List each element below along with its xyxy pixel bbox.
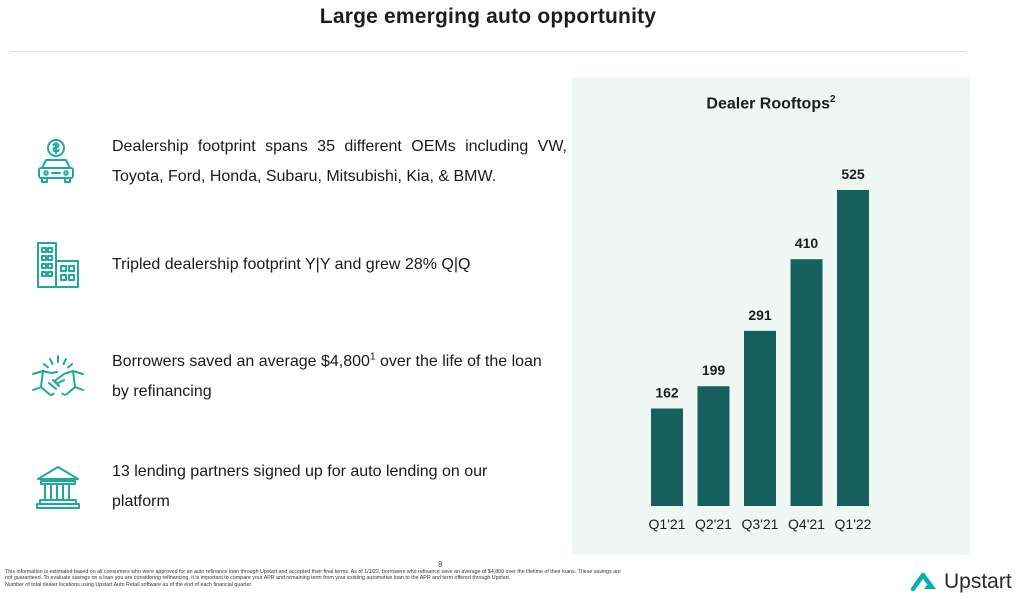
footnotes: This information is estimated based on a… (5, 569, 625, 588)
title-divider (10, 51, 966, 52)
chart-title-text: Dealer Rooftops (706, 95, 830, 113)
bank-icon (30, 459, 86, 515)
bar-Q1'22 (837, 190, 869, 506)
bullet-footprint: Tripled dealership footprint Y|Y and gre… (30, 237, 570, 293)
data-label-Q4'21: 410 (795, 235, 819, 251)
savings-text-tail: over the life of the loan by refinancing (112, 353, 542, 400)
dealer-rooftops-chart: Dealer Rooftops2 162 Q1'21 199 Q2'21 291 Q3'2… (572, 77, 970, 555)
bullet-text: Tripled dealership footprint Y|Y and gre… (112, 256, 471, 273)
bullet-text: Borrowers saved an average $4,8001 over … (112, 347, 552, 407)
brand-name: Upstart (944, 570, 1012, 593)
bullet-oems: Dealership footprint spans 35 different … (30, 132, 570, 192)
page-number: 8 (438, 560, 443, 569)
chart-title: Dealer Rooftops2 (572, 94, 970, 113)
bar-Q4'21 (790, 259, 823, 506)
upstart-logo-icon (911, 572, 936, 592)
data-label-Q2'21: 199 (702, 362, 726, 378)
x-tick-label: Q4'21 (788, 516, 825, 532)
data-label-Q1'22: 525 (841, 166, 865, 182)
bar-Q2'21 (697, 386, 730, 506)
x-tick-label: Q1'21 (649, 516, 686, 532)
bullet-lending-partners: 13 lending partners signed up for auto l… (30, 457, 570, 517)
brand-logo: Upstart (911, 570, 1012, 594)
handshake-icon (30, 349, 86, 405)
footnote-marker: 1 (369, 351, 376, 363)
bar-Q3'21 (744, 330, 776, 506)
bar-chart: 162 Q1'21 199 Q2'21 291 Q3'21 410 Q4'21 525 Q1'22 (649, 166, 872, 532)
data-label-Q1'21: 162 (655, 384, 679, 400)
footnote-1: This information is estimated based on a… (5, 569, 621, 582)
x-tick-label: Q2'21 (695, 516, 732, 532)
bullet-text: Dealership footprint spans 35 different … (112, 138, 567, 185)
bar-Q1'21 (651, 408, 683, 506)
data-label-Q3'21: 291 (748, 307, 772, 323)
buildings-icon (30, 237, 86, 293)
savings-text: Borrowers saved an average $4,800 (112, 353, 370, 370)
bullet-text: 13 lending partners signed up for auto l… (112, 463, 488, 510)
x-tick-label: Q1'22 (835, 516, 872, 532)
footnote-2: Number of total dealer locations using U… (5, 581, 253, 588)
chart-title-footnote: 2 (830, 94, 836, 105)
car-dollar-icon (30, 134, 86, 190)
page-title: Large emerging auto opportunity (319, 5, 657, 28)
bullet-savings: Borrowers saved an average $4,8001 over … (30, 347, 570, 407)
x-tick-label: Q3'21 (742, 516, 779, 532)
